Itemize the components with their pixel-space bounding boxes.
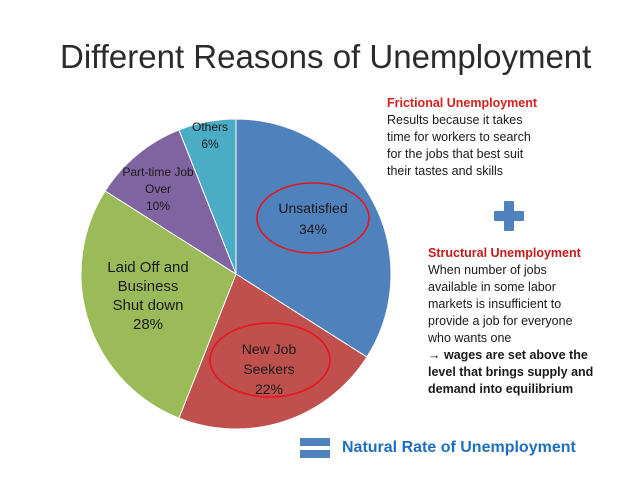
natural-rate-label: Natural Rate of Unemployment — [342, 439, 576, 456]
structural-line: available in some labor — [428, 280, 556, 294]
structural-line: markets is insufficient to — [428, 297, 562, 311]
slice-label-1: New Job Seekers 22% — [242, 341, 297, 397]
structural-note: Structural Unemployment When number of j… — [428, 245, 618, 398]
pie-slice-2 — [80, 190, 237, 419]
slice-label-0: Unsatisfied 34% — [278, 200, 347, 237]
structural-bold-line: → wages are set above the — [428, 348, 588, 362]
plus-icon — [494, 201, 524, 231]
slice-label-3: Part-time Job Over 10% — [122, 165, 194, 213]
slice-label-4: Others 6% — [192, 120, 228, 151]
equals-icon — [300, 437, 330, 459]
frictional-heading: Frictional Unemployment — [387, 96, 538, 110]
structural-bold-line: demand into equilibrium — [428, 382, 574, 396]
pie-slice-4 — [178, 118, 237, 275]
frictional-note: Frictional Unemployment Results because … — [387, 95, 567, 180]
frictional-line: their tastes and skills — [387, 164, 504, 178]
chart-title: Different Reasons of Unemployment — [60, 38, 592, 75]
highlight-circle-0 — [256, 182, 370, 254]
structural-bold-line: level that brings supply and — [428, 365, 594, 379]
structural-heading: Structural Unemployment — [428, 246, 581, 260]
structural-line: When number of jobs — [428, 263, 547, 277]
frictional-line: time for workers to search — [387, 130, 531, 144]
slice-label-2: Laid Off and Business Shut down 28% — [107, 259, 188, 333]
frictional-line: for the jobs that best suit — [387, 147, 524, 161]
structural-line: provide a job for everyone — [428, 314, 573, 328]
frictional-line: Results because it takes — [387, 113, 523, 127]
pie-slice-1 — [178, 273, 368, 430]
highlight-circle-1 — [209, 322, 331, 398]
structural-line: who wants one — [428, 331, 512, 345]
pie-slice-0 — [235, 118, 392, 358]
pie-slice-3 — [104, 129, 238, 276]
